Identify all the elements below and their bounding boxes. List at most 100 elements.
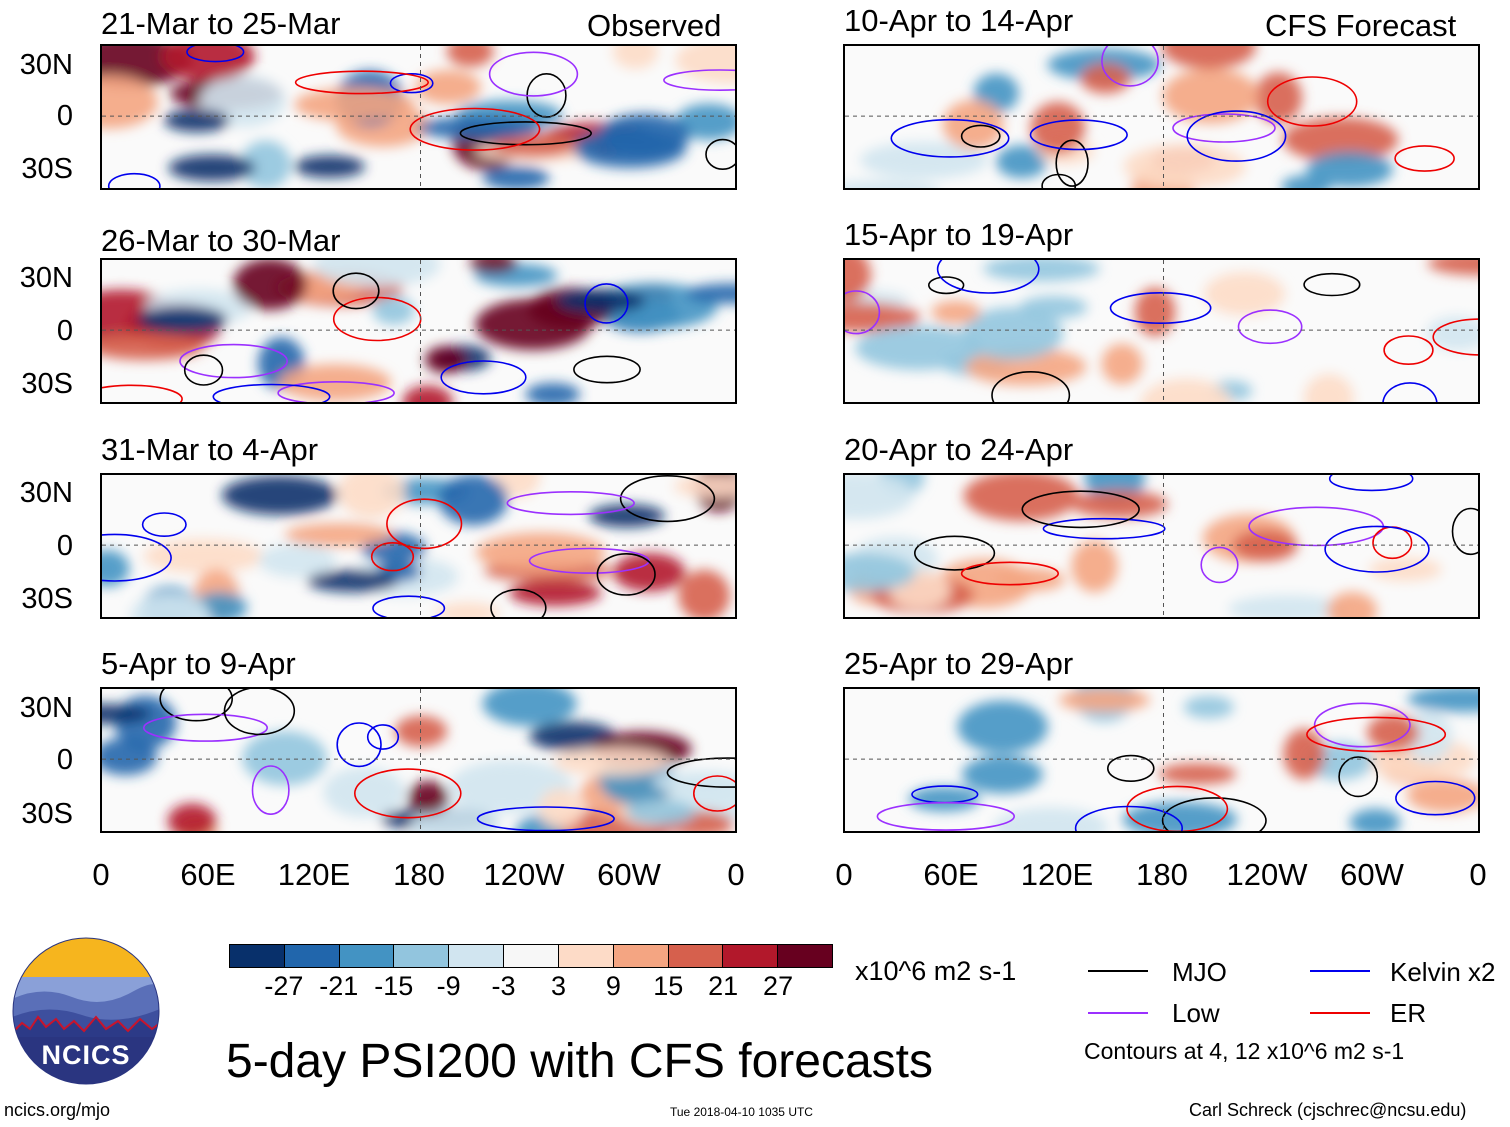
shaded-anomaly — [1327, 591, 1378, 617]
lon-label: 60E — [923, 857, 979, 892]
shaded-anomaly — [337, 475, 406, 518]
contour-line — [372, 595, 446, 617]
map-obs-1 — [100, 44, 737, 190]
colorbar-swatch — [667, 945, 723, 967]
shaded-anomaly — [143, 538, 264, 574]
lat-label: 30N — [19, 692, 73, 724]
shaded-anomaly — [573, 129, 687, 168]
shaded-anomaly — [161, 46, 255, 81]
contour-line — [1303, 272, 1361, 297]
map-fc-1 — [843, 44, 1480, 190]
shaded-anomaly — [446, 46, 494, 67]
legend-label-er: ER — [1390, 998, 1427, 1028]
shaded-anomaly — [675, 46, 735, 84]
shaded-anomaly — [1228, 595, 1349, 617]
footer-timestamp: Tue 2018-04-10 1035 UTC — [670, 1105, 813, 1119]
shaded-anomaly — [258, 543, 337, 578]
colorbar-swatch — [448, 945, 504, 967]
shaded-anomaly — [482, 689, 577, 726]
shaded-anomaly — [1367, 714, 1420, 752]
shaded-anomaly — [1071, 540, 1118, 593]
panel-title-obs-4: 5-Apr to 9-Apr — [101, 646, 296, 681]
contour-line — [353, 768, 462, 819]
contour-line — [1126, 785, 1229, 831]
shaded-anomaly — [1058, 689, 1151, 712]
lat-label: 30S — [21, 583, 73, 615]
colorbar-swatch — [338, 945, 394, 967]
shaded-anomaly — [996, 145, 1048, 179]
lat-label: 30S — [21, 368, 73, 400]
contour-line — [490, 588, 547, 617]
panel-title-obs-1: 21-Mar to 25-Mar — [101, 6, 341, 41]
contour-line — [277, 381, 395, 402]
contour-line — [294, 70, 429, 95]
footer-url[interactable]: ncics.org/mjo — [4, 1100, 111, 1120]
shaded-anomaly — [589, 504, 665, 528]
contour-line — [890, 118, 1010, 158]
contour-line — [370, 541, 415, 572]
shaded-anomaly — [942, 100, 1004, 150]
map-field — [845, 475, 1478, 617]
shaded-anomaly — [908, 786, 980, 812]
lat-label: 30N — [19, 262, 73, 294]
shaded-anomaly — [845, 475, 914, 520]
contour-line — [914, 535, 996, 571]
map-fc-2 — [843, 258, 1480, 404]
map-field — [102, 260, 735, 402]
map-field — [102, 46, 735, 188]
colorbar-swatch — [393, 945, 449, 967]
contour-line — [960, 124, 1001, 148]
shaded-anomaly — [240, 140, 291, 188]
shaded-anomaly — [685, 283, 735, 304]
shaded-anomaly — [625, 799, 696, 826]
shaded-anomaly — [1304, 374, 1354, 402]
shaded-anomaly — [1162, 68, 1260, 124]
colorbar-swatch — [722, 945, 778, 967]
shaded-anomaly — [285, 523, 394, 547]
shaded-anomaly — [1407, 689, 1478, 713]
contour-line — [663, 69, 735, 91]
lon-label: 0 — [92, 857, 110, 892]
contour-line — [1101, 46, 1159, 87]
colorbar-units: x10^6 m2 s-1 — [855, 956, 1017, 986]
shaded-anomaly — [1158, 763, 1237, 785]
shaded-anomaly — [855, 326, 983, 370]
contour-line — [1432, 318, 1478, 356]
contour-line — [1106, 754, 1155, 782]
contour-line — [1074, 805, 1183, 831]
contour-line — [141, 512, 187, 538]
shaded-anomaly — [438, 475, 508, 526]
contour-line — [409, 107, 541, 151]
shaded-anomaly — [294, 87, 415, 122]
colorbar-tick-label: -9 — [436, 971, 461, 1001]
contour-line — [1266, 76, 1358, 127]
lat-label: 0 — [56, 315, 73, 347]
legend-note: Contours at 4, 12 x10^6 m2 s-1 — [1084, 1038, 1405, 1064]
shaded-anomaly — [415, 70, 481, 104]
shaded-anomaly — [102, 704, 152, 724]
lon-label: 120W — [483, 857, 565, 892]
contour-line — [212, 383, 331, 402]
contour-line — [1383, 335, 1434, 366]
legend-line-mjo — [1088, 970, 1148, 972]
shaded-anomaly — [424, 346, 467, 374]
legend-label-mjo: MJO — [1172, 957, 1227, 987]
shaded-anomaly — [130, 593, 211, 617]
contour-line — [1172, 113, 1276, 143]
shaded-anomaly — [1204, 272, 1285, 316]
lon-label: 180 — [1136, 857, 1188, 892]
lon-label: 120W — [1226, 857, 1308, 892]
contour-line — [186, 46, 245, 63]
shaded-anomaly — [164, 108, 230, 133]
contour-line — [619, 475, 716, 523]
shaded-anomaly — [323, 766, 405, 818]
colorbar-swatch — [283, 945, 339, 967]
contour-line — [389, 73, 434, 94]
contour-line — [528, 547, 650, 574]
colorbar-tick-label: -21 — [319, 971, 359, 1001]
lon-label: 0 — [1469, 857, 1487, 892]
shaded-anomaly — [167, 803, 217, 831]
lon-label: 60E — [180, 857, 236, 892]
legend-line-kelvin — [1310, 970, 1370, 972]
shaded-anomaly — [102, 332, 205, 361]
